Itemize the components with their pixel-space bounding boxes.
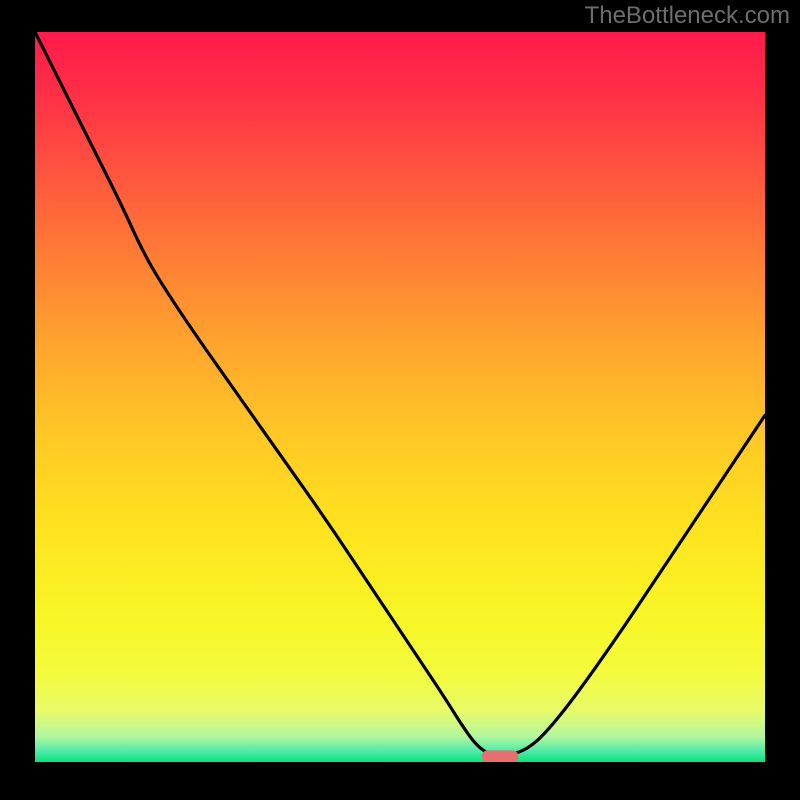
chart-frame: TheBottleneck.com — [0, 0, 800, 800]
watermark-text: TheBottleneck.com — [585, 2, 790, 30]
plot-area — [35, 32, 765, 762]
optimal-zone-marker — [482, 750, 519, 762]
gradient-background — [35, 32, 765, 762]
chart-svg — [35, 32, 765, 762]
